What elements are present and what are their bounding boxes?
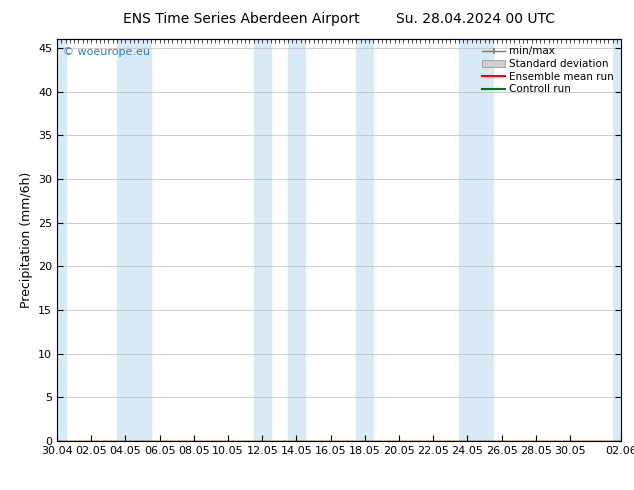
Legend: min/max, Standard deviation, Ensemble mean run, Controll run: min/max, Standard deviation, Ensemble me…: [480, 45, 616, 97]
Text: ENS Time Series Aberdeen Airport: ENS Time Series Aberdeen Airport: [122, 12, 359, 26]
Text: © woeurope.eu: © woeurope.eu: [63, 47, 150, 57]
Bar: [613, 39, 630, 441]
Bar: [49, 39, 65, 441]
Bar: [459, 39, 493, 441]
Bar: [117, 39, 151, 441]
Text: Su. 28.04.2024 00 UTC: Su. 28.04.2024 00 UTC: [396, 12, 555, 26]
Bar: [288, 39, 305, 441]
Bar: [254, 39, 271, 441]
Bar: [356, 39, 373, 441]
Y-axis label: Precipitation (mm/6h): Precipitation (mm/6h): [20, 172, 32, 308]
